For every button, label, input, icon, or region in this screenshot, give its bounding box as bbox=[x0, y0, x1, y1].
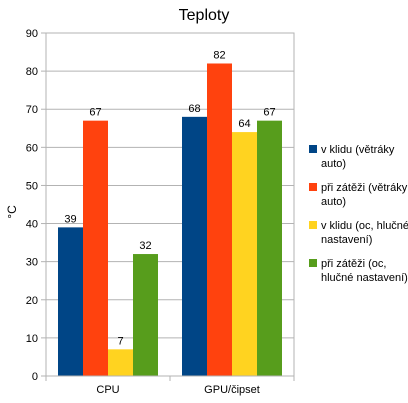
legend-label: v klidu (větráky bbox=[321, 144, 395, 156]
axes: 0 10 20 30 40 50 60 70 80 90 CPU GPU/čipset bbox=[26, 28, 295, 396]
y-tick-label: 30 bbox=[26, 257, 38, 269]
legend-swatch bbox=[309, 221, 317, 229]
data-label: 67 bbox=[263, 107, 275, 119]
bar bbox=[133, 254, 158, 376]
data-label: 64 bbox=[238, 118, 250, 130]
legend-swatch bbox=[309, 183, 317, 191]
legend-swatch bbox=[309, 145, 317, 153]
y-tick-label: 10 bbox=[26, 333, 38, 345]
legend-label: při zátěži (větráky bbox=[321, 182, 408, 194]
legend-swatch bbox=[309, 259, 317, 267]
legend-label: auto) bbox=[321, 196, 346, 208]
legend: v klidu (větráky auto) při zátěži (větráky… bbox=[309, 144, 408, 284]
legend-label: při zátěži (oc, bbox=[321, 258, 386, 270]
bar bbox=[108, 349, 133, 376]
y-tick-label: 40 bbox=[26, 219, 38, 231]
bar bbox=[182, 116, 207, 376]
x-tick-label: GPU/čipset bbox=[204, 384, 260, 396]
y-tick-label: 70 bbox=[26, 104, 38, 116]
bars-group: 39 67 7 32 68 82 64 67 bbox=[58, 49, 282, 377]
x-tick-label: CPU bbox=[96, 384, 119, 396]
bar bbox=[257, 120, 282, 377]
y-tick-label: 60 bbox=[26, 142, 38, 154]
data-label: 82 bbox=[213, 49, 225, 61]
legend-label: nastavení) bbox=[321, 234, 372, 246]
data-label: 7 bbox=[117, 335, 123, 347]
bar bbox=[207, 63, 232, 376]
bar bbox=[83, 120, 108, 377]
y-tick-label: 50 bbox=[26, 180, 38, 192]
bar bbox=[232, 132, 257, 376]
legend-label: v klidu (oc, hlučné bbox=[321, 220, 408, 232]
y-tick-label: 0 bbox=[32, 371, 38, 383]
data-label: 68 bbox=[188, 103, 200, 115]
legend-label: auto) bbox=[321, 158, 346, 170]
data-label: 32 bbox=[139, 240, 151, 252]
y-tick-label: 80 bbox=[26, 66, 38, 78]
bar bbox=[58, 227, 83, 376]
legend-label: hlučné nastavení) bbox=[321, 272, 408, 284]
y-tick-label: 20 bbox=[26, 295, 38, 307]
y-tick-label: 90 bbox=[26, 28, 38, 40]
data-label: 39 bbox=[64, 213, 76, 225]
chart-title: Teploty bbox=[179, 7, 230, 24]
data-label: 67 bbox=[89, 107, 101, 119]
y-axis-label: °C bbox=[5, 205, 19, 219]
